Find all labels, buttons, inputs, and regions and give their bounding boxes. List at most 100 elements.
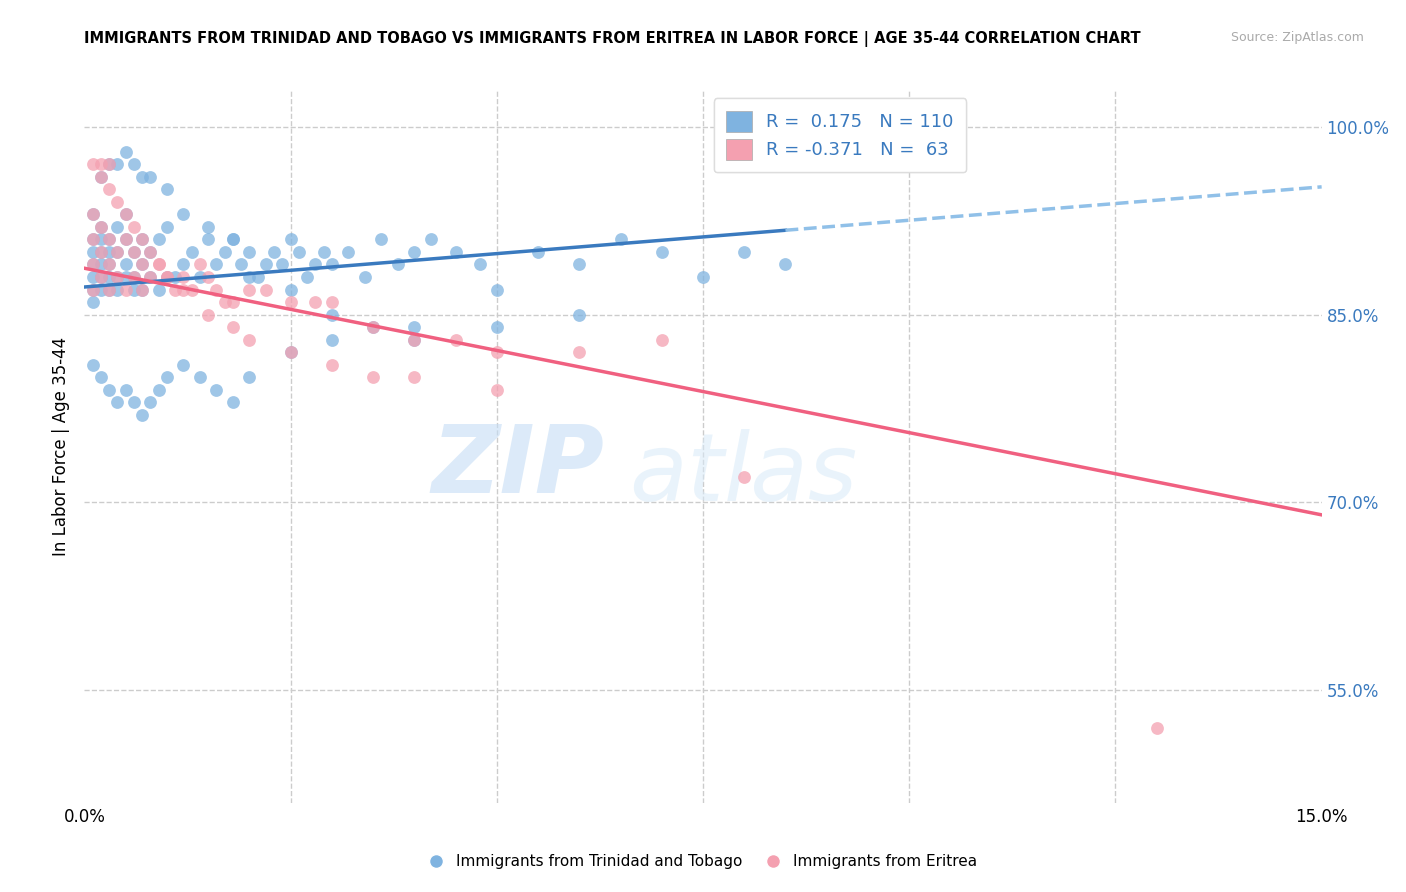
Point <box>82 244 104 259</box>
Point <box>733 470 755 484</box>
Point <box>197 270 219 285</box>
Point <box>98 244 121 259</box>
Point <box>172 257 194 271</box>
Point <box>148 232 170 246</box>
Point <box>254 257 277 271</box>
Point <box>131 257 153 271</box>
Point <box>238 370 260 384</box>
Point <box>404 244 426 259</box>
Point <box>139 270 162 285</box>
Point <box>139 244 162 259</box>
Point <box>90 169 112 184</box>
Point <box>222 232 245 246</box>
Point <box>156 370 179 384</box>
Point <box>188 370 211 384</box>
Point <box>295 270 318 285</box>
Point <box>312 244 335 259</box>
Point <box>609 232 631 246</box>
Point <box>82 257 104 271</box>
Point <box>82 207 104 221</box>
Point <box>197 232 219 246</box>
Point <box>122 157 145 171</box>
Point <box>214 295 236 310</box>
Point <box>105 244 128 259</box>
Point <box>172 358 194 372</box>
Point <box>197 219 219 234</box>
Point <box>82 232 104 246</box>
Point <box>114 207 136 221</box>
Point <box>568 345 591 359</box>
Point <box>82 295 104 310</box>
Point <box>280 283 302 297</box>
Point <box>404 370 426 384</box>
Point <box>82 358 104 372</box>
Point <box>156 219 179 234</box>
Point <box>222 295 245 310</box>
Point <box>280 345 302 359</box>
Point <box>485 383 508 397</box>
Point <box>172 270 194 285</box>
Point <box>139 395 162 409</box>
Point <box>82 270 104 285</box>
Text: atlas: atlas <box>628 429 858 520</box>
Point <box>444 244 467 259</box>
Point <box>238 333 260 347</box>
Point <box>114 257 136 271</box>
Point <box>98 283 121 297</box>
Point <box>156 270 179 285</box>
Point <box>105 244 128 259</box>
Point <box>82 283 104 297</box>
Point <box>387 257 409 271</box>
Text: Source: ZipAtlas.com: Source: ZipAtlas.com <box>1230 31 1364 45</box>
Point <box>485 283 508 297</box>
Point <box>82 232 104 246</box>
Point <box>122 270 145 285</box>
Point <box>90 283 112 297</box>
Point <box>568 308 591 322</box>
Point <box>238 283 260 297</box>
Point <box>122 270 145 285</box>
Point <box>280 345 302 359</box>
Point <box>148 257 170 271</box>
Point <box>361 370 384 384</box>
Point <box>263 244 285 259</box>
Point <box>98 283 121 297</box>
Point <box>105 283 128 297</box>
Point <box>188 257 211 271</box>
Point <box>105 157 128 171</box>
Point <box>82 157 104 171</box>
Point <box>105 395 128 409</box>
Point <box>122 244 145 259</box>
Point <box>321 358 343 372</box>
Point <box>172 283 194 297</box>
Point <box>90 219 112 234</box>
Point <box>361 320 384 334</box>
Point <box>122 244 145 259</box>
Point <box>98 257 121 271</box>
Text: ZIP: ZIP <box>432 421 605 514</box>
Point <box>131 283 153 297</box>
Point <box>353 270 375 285</box>
Legend: R =  0.175   N = 110, R = -0.371   N =  63: R = 0.175 N = 110, R = -0.371 N = 63 <box>714 98 966 172</box>
Point <box>568 257 591 271</box>
Point <box>114 232 136 246</box>
Point <box>485 320 508 334</box>
Point <box>82 283 104 297</box>
Point <box>321 295 343 310</box>
Point <box>98 257 121 271</box>
Point <box>148 383 170 397</box>
Point <box>98 182 121 196</box>
Point <box>404 333 426 347</box>
Point <box>1146 721 1168 735</box>
Point <box>775 257 797 271</box>
Point <box>246 270 269 285</box>
Point <box>82 257 104 271</box>
Point <box>321 333 343 347</box>
Point <box>98 232 121 246</box>
Point <box>165 270 187 285</box>
Point <box>172 207 194 221</box>
Point <box>90 370 112 384</box>
Point <box>139 169 162 184</box>
Point <box>98 383 121 397</box>
Point <box>222 232 245 246</box>
